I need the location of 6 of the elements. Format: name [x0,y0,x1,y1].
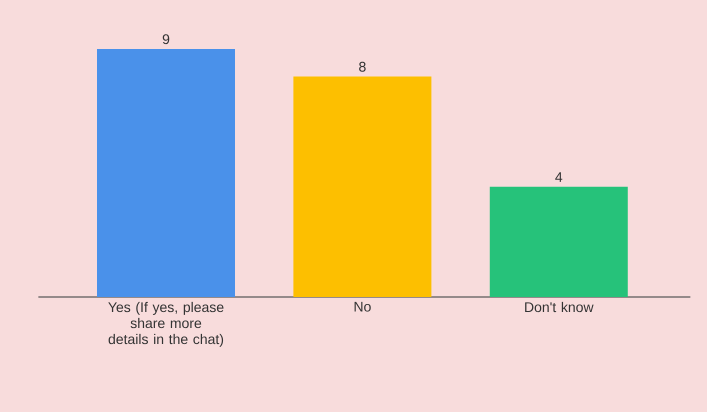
data-label: 4 [555,172,562,182]
x-tick-label: Yes (If yes, please share more details in the chat) [108,302,224,347]
x-tick-label: No [354,302,371,312]
x-tick-label: Don't know [525,302,594,312]
data-label: 8 [359,62,366,72]
data-label: 9 [162,34,170,44]
